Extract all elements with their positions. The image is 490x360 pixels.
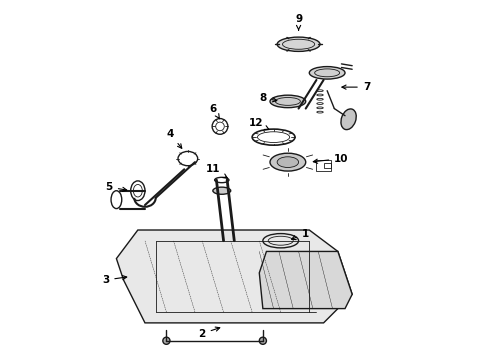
Ellipse shape bbox=[277, 157, 298, 167]
Text: 12: 12 bbox=[248, 118, 269, 130]
Polygon shape bbox=[259, 251, 352, 309]
Ellipse shape bbox=[277, 37, 320, 51]
Text: 11: 11 bbox=[206, 164, 227, 178]
Ellipse shape bbox=[309, 67, 345, 79]
Text: 6: 6 bbox=[209, 104, 220, 119]
Text: 7: 7 bbox=[342, 82, 370, 92]
Ellipse shape bbox=[270, 95, 306, 108]
Text: 4: 4 bbox=[166, 129, 182, 148]
Ellipse shape bbox=[213, 187, 231, 194]
Text: 10: 10 bbox=[313, 154, 349, 163]
Polygon shape bbox=[117, 230, 352, 323]
Circle shape bbox=[163, 337, 170, 344]
Text: 9: 9 bbox=[295, 14, 302, 30]
Text: 2: 2 bbox=[198, 327, 220, 339]
Text: 3: 3 bbox=[102, 275, 127, 285]
Circle shape bbox=[259, 337, 267, 344]
Text: 8: 8 bbox=[259, 93, 277, 103]
Text: 5: 5 bbox=[106, 182, 127, 192]
Ellipse shape bbox=[270, 153, 306, 171]
Bar bbox=[317, 160, 331, 171]
Bar bbox=[323, 163, 331, 168]
Text: 1: 1 bbox=[292, 229, 309, 240]
Ellipse shape bbox=[341, 109, 356, 130]
